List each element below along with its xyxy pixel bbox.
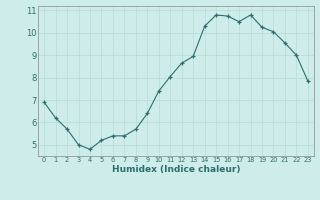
X-axis label: Humidex (Indice chaleur): Humidex (Indice chaleur) [112,165,240,174]
